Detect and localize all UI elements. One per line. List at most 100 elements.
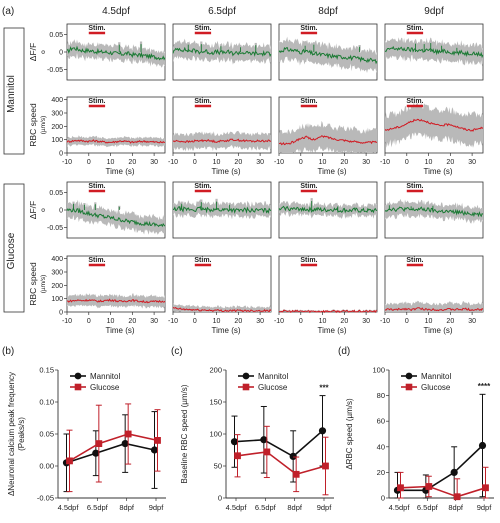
group-label-frames: Mannitol Glucose: [3, 27, 25, 313]
point-d-glucose-8dpf: [453, 493, 461, 501]
xlabel-1-3: Time (s): [423, 167, 452, 176]
trace-mean-3-1: [172, 306, 272, 313]
stim-label-0-0: Stim.: [88, 25, 105, 32]
point-d-mannitol-8dpf: [450, 468, 458, 476]
xticklabel-3-0-2: 10: [107, 318, 115, 325]
panel-d-plot: 0 20 40 60 80 100 4.5dpf 6.5dpf 8dpf 9dpf ΔRBC spe…: [345, 366, 494, 512]
point-b-mannitol-8dpf: [121, 440, 129, 448]
series-line-c-mannitol: [234, 430, 324, 458]
plot-ylabel-b: ΔNeuronal calcium peak frequency(Peaks/s…: [7, 372, 26, 496]
xticklabel-3-3-1: 0: [405, 318, 409, 325]
point-b-mannitol-6-5dpf: [92, 449, 100, 457]
plot-xticklabel-d-9dpf: 9dpf: [477, 503, 493, 512]
legend-label-b-mannitol: Mannitol: [90, 372, 120, 381]
stim-label-2-0: Stim.: [88, 183, 105, 190]
plot-yticklabel-c-1: 50: [214, 462, 222, 471]
xlabel-3-1: Time (s): [211, 326, 240, 335]
legend-marker-d-glucose: [405, 383, 413, 391]
xticklabel-3-2-4: 30: [362, 318, 370, 325]
row-ylabel-line-2-0: ΔF/F: [28, 201, 38, 219]
series-line-b-mannitol: [66, 442, 155, 464]
point-b-glucose-4-5dpf: [66, 457, 73, 465]
point-d-glucose-4-5dpf: [397, 484, 404, 492]
plot-yticklabel-b-0: -0.05: [37, 494, 54, 503]
trace-sd-band-1-3: [385, 102, 483, 148]
stim-label-2-2: Stim.: [300, 183, 317, 190]
xticklabel-1-3-2: 10: [425, 159, 433, 166]
trace-mean-0-3: [384, 45, 484, 59]
point-c-glucose-6-5dpf: [263, 448, 271, 456]
xticklabel-3-0-0: -10: [62, 318, 72, 325]
plot-yticklabel-c-0: 0: [218, 494, 222, 503]
trace-mean-0-2: [278, 46, 378, 65]
xticklabel-3-3-2: 10: [425, 318, 433, 325]
row-ylabel-line-0-1: o: [40, 50, 47, 54]
plot-yticklabel-c-4: 200: [209, 366, 222, 375]
stim-label-0-2: Stim.: [300, 25, 317, 32]
plot-ylabel-c: Baseline RBC speed (µm/s): [180, 384, 189, 483]
trace-mean-1-3: [384, 118, 484, 132]
point-c-mannitol-8dpf: [289, 452, 297, 460]
xticklabel-1-0-3: 20: [128, 159, 136, 166]
row-yticklabel-0-2: -0.05: [47, 67, 63, 74]
xticklabel-3-2-2: 10: [319, 318, 327, 325]
plot-yticklabel-d-5: 100: [372, 366, 385, 375]
stim-label-1-2: Stim.: [300, 98, 317, 105]
plot-xticklabel-c-6-5dpf: 6.5dpf: [255, 503, 277, 512]
row-ylabel-0: ΔF/F o: [28, 43, 47, 61]
xticklabel-1-2-4: 30: [362, 159, 370, 166]
row-ylabel-line-3-0: RBC speed: [28, 262, 38, 306]
xticklabel-3-2-3: 20: [340, 318, 348, 325]
stim-label-1-3: Stim.: [406, 98, 423, 105]
stim-label-0-1: Stim.: [194, 25, 211, 32]
column-title-6-5dpf: 6.5dpf: [208, 6, 236, 17]
xticklabel-1-3-0: -10: [380, 159, 390, 166]
legend-label-d-mannitol: Mannitol: [421, 372, 451, 381]
point-b-glucose-9dpf: [154, 437, 161, 444]
row-yticklabel-1-2: 200: [51, 124, 63, 131]
plot-yticklabel-b-4: 0.15: [39, 366, 54, 375]
column-title-8dpf: 8dpf: [318, 6, 338, 17]
trace-mean-2-0: [66, 206, 166, 228]
plot-ylabel-line-d-0: ΔRBC speed (µm/s): [345, 398, 354, 470]
xticklabel-1-0-2: 10: [107, 159, 115, 166]
plot-xticklabel-b-4-5dpf: 4.5dpf: [58, 503, 80, 512]
trace-mean-3-3: [384, 307, 484, 312]
row-yticklabel-3-0: 0: [59, 310, 63, 317]
legend-label-c-glucose: Glucose: [258, 383, 288, 392]
plot-yticklabel-b-2: 0.05: [39, 430, 54, 439]
row-ylabel-line-1-0: RBC speed: [28, 103, 38, 147]
column-title-4-5dpf: 4.5dpf: [102, 6, 130, 17]
xlabel-1-2: Time (s): [317, 167, 346, 176]
row-ylabel-line-0-0: ΔF/F: [28, 43, 38, 61]
stim-label-1-0: Stim.: [88, 98, 105, 105]
xticklabel-1-0-4: 30: [150, 159, 158, 166]
plot-xticklabel-c-8dpf: 8dpf: [287, 503, 303, 512]
plot-yticklabel-c-2: 100: [209, 430, 222, 439]
plot-ylabel-d: ΔRBC speed (µm/s): [345, 398, 354, 470]
xticklabel-1-1-3: 20: [234, 159, 242, 166]
trace-mean-1-0: [66, 139, 166, 144]
xticklabel-1-0-0: -10: [62, 159, 72, 166]
point-d-glucose-9dpf: [482, 484, 489, 492]
legend-marker-c-mannitol: [242, 372, 250, 380]
row-yticklabel-1-0: 0: [59, 151, 63, 158]
xlabel-3-2: Time (s): [317, 326, 346, 335]
row-yticklabel-3-4: 400: [51, 256, 63, 263]
xticklabel-3-0-3: 20: [128, 318, 136, 325]
column-title-9dpf: 9dpf: [424, 6, 444, 17]
row-ylabel-1: RBC speed (µm/s): [28, 103, 47, 147]
xticklabel-3-1-4: 30: [256, 318, 264, 325]
plot-xticklabel-d-8dpf: 8dpf: [448, 503, 464, 512]
trace-frame-3-1: [172, 255, 272, 313]
row-yticklabel-1-4: 400: [51, 97, 63, 104]
xticklabel-3-0-4: 30: [150, 318, 158, 325]
xticklabel-1-3-3: 20: [446, 159, 454, 166]
xticklabel-3-3-3: 20: [446, 318, 454, 325]
xlabel-3-0: Time (s): [105, 326, 134, 335]
row-yticklabel-2-1: 0: [59, 208, 63, 215]
row-yticklabel-2-0: 0.05: [49, 190, 63, 197]
stim-label-2-1: Stim.: [194, 183, 211, 190]
trace-sd-band-0-0: [67, 39, 165, 68]
